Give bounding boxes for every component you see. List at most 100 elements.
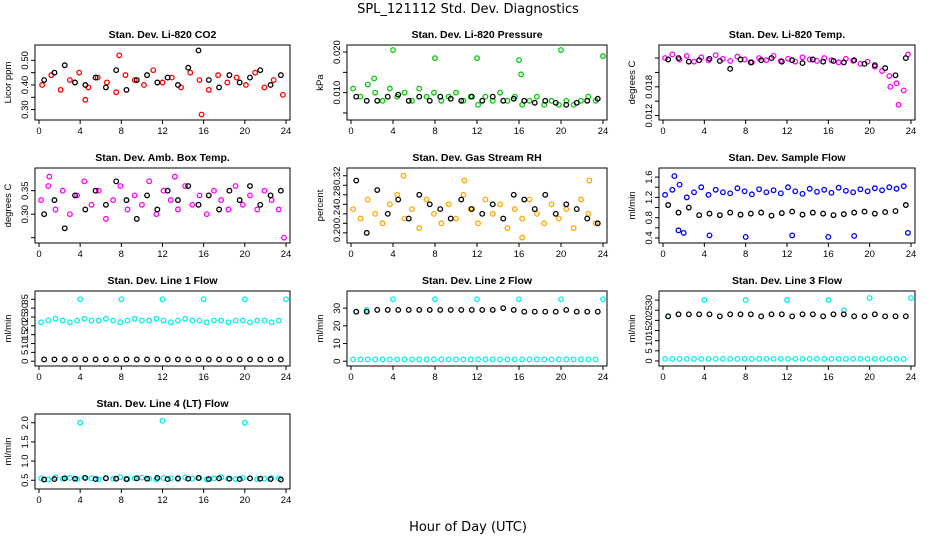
y-tick-label: 0.35: [20, 181, 31, 200]
data-point: [519, 215, 526, 222]
data-point: [871, 185, 878, 192]
data-series: [350, 296, 606, 363]
data-point: [164, 74, 171, 81]
data-point: [61, 62, 68, 69]
data-point: [131, 315, 138, 322]
y-tick-label: 35: [20, 294, 31, 305]
data-point: [395, 306, 402, 313]
data-point: [350, 206, 357, 213]
data-point: [778, 58, 785, 65]
data-point: [763, 57, 770, 64]
x-tick-label: 4: [78, 495, 83, 506]
data-point: [372, 89, 379, 96]
data-point: [247, 192, 253, 199]
data-point: [474, 296, 480, 303]
data-point: [895, 101, 902, 108]
x-tick-label: 24: [598, 372, 609, 383]
data-point: [468, 93, 475, 100]
data-point: [500, 97, 507, 104]
data-point: [806, 355, 813, 362]
x-tick-label: 0: [348, 372, 353, 383]
data-point: [675, 209, 682, 216]
data-point: [542, 97, 549, 104]
chart-panel: Stan. Dev. Line 1 Flow ml/min 0 4 8 12 16 20 24 0…: [3, 275, 291, 383]
data-point: [364, 356, 371, 363]
data-point: [401, 356, 408, 363]
data-point: [113, 356, 120, 363]
data-point: [542, 308, 549, 315]
data-point: [226, 72, 233, 79]
data-point: [133, 356, 140, 363]
data-point: [763, 355, 770, 362]
data-point: [698, 355, 705, 362]
data-point: [72, 356, 78, 363]
x-tick-label: 0: [36, 126, 41, 137]
data-point: [696, 57, 703, 64]
data-point: [371, 75, 378, 82]
y-axis-label: ml/min: [3, 438, 14, 466]
data-point: [116, 52, 123, 59]
data-point: [516, 57, 522, 64]
x-tick-label: 16: [823, 126, 834, 137]
data-point: [247, 475, 253, 482]
x-tick-label: 4: [78, 372, 83, 383]
data-point: [82, 475, 89, 481]
data-point: [61, 475, 68, 482]
data-point: [216, 206, 223, 213]
x-tick-label: 4: [390, 372, 395, 383]
data-point: [51, 69, 58, 76]
y-tick-label: 0.5: [20, 474, 31, 487]
y-tick-label: 0.018: [644, 75, 655, 99]
data-point: [835, 184, 842, 191]
data-point: [123, 476, 130, 483]
data-point: [279, 91, 286, 98]
data-point: [39, 82, 46, 88]
data-point: [374, 187, 381, 193]
x-tick-label: 24: [281, 249, 292, 260]
y-axis-label: ml/min: [3, 315, 14, 343]
data-point: [224, 79, 231, 86]
data-point: [160, 317, 167, 324]
data-point: [41, 356, 48, 363]
y-tick-label: 25: [644, 305, 655, 316]
data-point: [814, 355, 820, 362]
data-point: [467, 356, 474, 363]
data-point: [552, 99, 559, 106]
data-point: [252, 69, 259, 76]
data-point: [88, 317, 95, 324]
data-point: [379, 356, 386, 363]
y-tick-label: 15: [20, 329, 31, 340]
data-point: [277, 356, 284, 363]
data-point: [886, 73, 893, 79]
data-point: [268, 197, 275, 204]
data-point: [851, 232, 858, 239]
data-point: [489, 356, 496, 363]
x-tick-label: 0: [36, 372, 41, 383]
data-point: [225, 319, 232, 326]
data-point: [350, 356, 357, 363]
data-point: [445, 356, 452, 363]
data-point: [785, 184, 791, 191]
x-tick-label: 24: [598, 249, 609, 260]
plot-frame: [34, 167, 291, 244]
data-point: [270, 77, 277, 83]
y-tick-label: 0.30: [20, 100, 31, 119]
data-point: [861, 60, 868, 67]
data-point: [267, 476, 274, 483]
data-point: [394, 356, 401, 363]
data-point: [254, 206, 261, 213]
data-point: [691, 355, 697, 362]
data-point: [727, 311, 734, 318]
y-tick-label: 30: [20, 303, 31, 314]
x-tick-label: 4: [78, 126, 83, 137]
data-point: [893, 185, 900, 192]
data-point: [363, 97, 370, 104]
data-point: [809, 311, 816, 318]
data-point: [61, 356, 68, 363]
data-point: [696, 311, 703, 318]
data-point: [511, 206, 518, 213]
data-point: [41, 211, 48, 218]
data-point: [594, 308, 601, 315]
data-point: [102, 201, 109, 208]
data-point: [364, 81, 371, 88]
